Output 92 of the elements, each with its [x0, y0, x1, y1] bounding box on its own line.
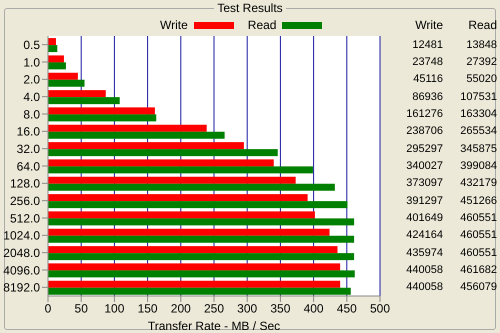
- y-tick-label: 4.0: [23, 90, 40, 104]
- x-tick-label: 0: [44, 302, 52, 316]
- bar: [48, 159, 274, 166]
- bar: [48, 270, 355, 278]
- text: 45116: [412, 72, 443, 86]
- bar: [48, 288, 351, 295]
- text: 440058: [405, 280, 443, 294]
- y-tick-label: 16.0: [16, 124, 40, 139]
- y-tick-label: 64.0: [16, 159, 40, 174]
- bar: [48, 236, 354, 243]
- text: 401649: [405, 211, 443, 225]
- text: 86936: [411, 90, 443, 104]
- bar: [48, 228, 330, 236]
- bar: [48, 184, 335, 191]
- chart-title: Test Results: [214, 1, 286, 15]
- bar: [48, 218, 354, 226]
- text: 12481: [411, 38, 443, 52]
- bar: [48, 176, 296, 184]
- y-tick-label: 2.0: [23, 72, 40, 87]
- bar: [48, 80, 85, 87]
- y-tick-label: 8.0: [23, 107, 40, 122]
- bar: [48, 132, 225, 139]
- bar: [48, 263, 340, 270]
- bar: [48, 211, 315, 218]
- y-tick-label: 128.0: [10, 176, 40, 191]
- x-tick-label: 250: [204, 302, 224, 316]
- bar: [48, 166, 313, 174]
- text: Write: [414, 18, 443, 32]
- x-tick-label: 400: [304, 302, 324, 316]
- text: 23748: [411, 55, 443, 69]
- text: 440058: [405, 263, 443, 277]
- text: 163304: [460, 108, 497, 120]
- bar: [48, 253, 354, 260]
- text: 451266: [460, 194, 497, 207]
- y-tick-label: 256.0: [10, 194, 40, 208]
- text: 373097: [405, 176, 443, 190]
- text: 460551: [460, 229, 497, 242]
- x-tick-label: 450: [336, 302, 358, 316]
- text: 345875: [460, 142, 497, 155]
- y-tick-label: 1024.0: [3, 228, 40, 243]
- x-tick-label: 150: [138, 302, 158, 316]
- text: Read: [468, 18, 497, 32]
- y-tick-label: 32.0: [16, 142, 40, 156]
- text: 295297: [405, 142, 443, 156]
- text: 435974: [405, 246, 443, 260]
- bar: [48, 97, 120, 104]
- bar: [48, 38, 56, 46]
- bar: [48, 72, 78, 80]
- bar: [48, 124, 207, 132]
- bar: [48, 55, 64, 62]
- text: 391297: [405, 194, 443, 208]
- x-axis-title: Transfer Rate - MB / Sec: [148, 319, 280, 333]
- text: 238706: [405, 124, 443, 138]
- x-tick-label: 300: [237, 302, 258, 316]
- text: 55020: [466, 73, 497, 86]
- text: 456079: [460, 281, 497, 294]
- bar: [48, 149, 278, 156]
- legend-label: Write: [160, 18, 188, 32]
- bar: [48, 90, 106, 98]
- text: 432179: [460, 177, 497, 190]
- x-tick-label: 100: [104, 302, 125, 316]
- text: 424164: [405, 228, 443, 242]
- x-tick-label: 350: [270, 302, 291, 316]
- text: 107531: [460, 90, 497, 103]
- text: 460551: [460, 246, 497, 259]
- x-tick-label: 500: [370, 302, 390, 316]
- y-tick-label: 1.0: [23, 55, 40, 70]
- bar: [48, 114, 156, 122]
- y-tick-label: 2048.0: [3, 246, 40, 260]
- bar: [48, 201, 348, 208]
- y-tick-label: 8192.0: [3, 280, 40, 295]
- text: 460551: [460, 212, 497, 224]
- text: 27392: [466, 56, 497, 68]
- bar: [48, 280, 340, 288]
- y-tick-label: 0.5: [23, 38, 40, 52]
- y-tick-label: 4096.0: [3, 263, 40, 278]
- bar: [48, 142, 244, 150]
- y-tick-label: 512.0: [10, 211, 40, 226]
- bar: [48, 45, 58, 52]
- legend-label: Read: [248, 18, 276, 32]
- x-tick-label: 200: [170, 302, 192, 316]
- bar: [48, 62, 66, 70]
- text: 461682: [460, 264, 497, 276]
- text: 265534: [460, 125, 497, 138]
- bar: [48, 107, 155, 114]
- text: 340027: [405, 159, 443, 173]
- text: 399084: [460, 160, 497, 172]
- bar: [48, 246, 338, 254]
- text: 13848: [466, 38, 497, 51]
- bar: [48, 194, 308, 202]
- text: 161276: [405, 107, 443, 121]
- x-tick-label: 50: [74, 302, 88, 316]
